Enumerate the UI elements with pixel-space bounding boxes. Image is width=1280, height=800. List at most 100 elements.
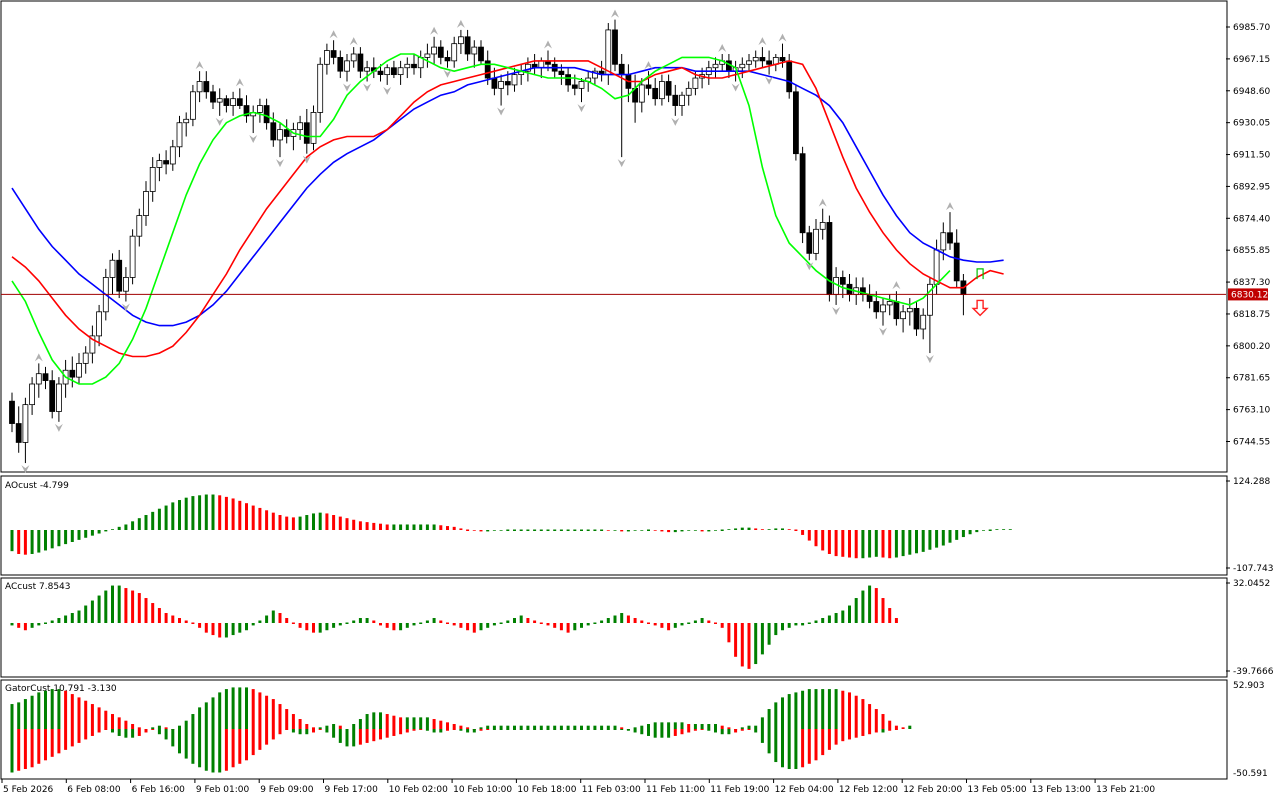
gator-lower-bar bbox=[566, 729, 570, 730]
current-price-tag bbox=[1228, 288, 1268, 301]
gator-upper-bar bbox=[680, 722, 684, 729]
histogram-bar bbox=[774, 528, 778, 530]
time-tick-label: 12 Feb 12:00 bbox=[839, 785, 898, 795]
histogram-bar bbox=[452, 526, 456, 530]
gator-upper-bar bbox=[432, 719, 436, 729]
gator-upper-bar bbox=[23, 699, 27, 729]
histogram-bar bbox=[97, 530, 101, 534]
candle-bear bbox=[913, 307, 920, 330]
price-tick-label: 6892.95 bbox=[1233, 182, 1270, 192]
gator-upper-bar bbox=[693, 724, 697, 729]
histogram-bar bbox=[519, 529, 523, 531]
candle-bull bbox=[123, 277, 129, 292]
gator-lower-bar bbox=[868, 729, 872, 735]
histogram-bar bbox=[285, 516, 289, 530]
gator-upper-bar bbox=[861, 699, 865, 729]
gator-upper-bar bbox=[901, 727, 905, 729]
histogram-bar bbox=[37, 623, 41, 626]
histogram-bar bbox=[385, 623, 389, 628]
fractal-down-marker bbox=[443, 69, 452, 78]
gator-lower-bar bbox=[325, 729, 329, 733]
candle-bull bbox=[189, 91, 196, 120]
histogram-bar bbox=[580, 623, 583, 628]
histogram-bar bbox=[439, 620, 443, 623]
candle-bull bbox=[277, 129, 283, 141]
gator-lower-bar bbox=[660, 729, 664, 738]
ao-panel[interactable]: AOcust -4.799 124.288 -107.743 bbox=[0, 475, 1273, 576]
candle-bear bbox=[873, 301, 880, 313]
histogram-bar bbox=[385, 524, 389, 530]
histogram-bar bbox=[720, 529, 724, 531]
candle-bull bbox=[605, 29, 612, 76]
histogram-bar bbox=[807, 622, 811, 624]
ac-panel[interactable]: ACcust 7.8543 32.0452 -39.7666 bbox=[0, 577, 1274, 678]
gator-lower-bar bbox=[64, 729, 68, 750]
fractal-up-marker bbox=[892, 281, 901, 290]
gator-lower-bar bbox=[332, 729, 336, 738]
candle-bull bbox=[739, 63, 746, 69]
gator-lower-bar bbox=[204, 729, 208, 771]
candle-bull bbox=[22, 404, 29, 443]
gator-upper-bar bbox=[338, 725, 342, 729]
axis-max-label: 52.903 bbox=[1233, 681, 1265, 691]
gator-panel[interactable]: GatorCust 10.791 -3.130 52.903 -50.591 bbox=[0, 679, 1268, 780]
fractal-down-marker bbox=[832, 306, 841, 315]
gator-lower-bar bbox=[44, 729, 47, 761]
candle-bull bbox=[525, 63, 531, 72]
gator-upper-bar bbox=[479, 727, 483, 729]
gator-upper-bar bbox=[64, 690, 68, 729]
axis-min-label: -50.591 bbox=[1233, 769, 1268, 779]
histogram-bar bbox=[827, 530, 831, 554]
histogram-bar bbox=[848, 530, 851, 558]
price-tick-label: 6967.15 bbox=[1233, 55, 1270, 65]
histogram-bar bbox=[600, 620, 604, 623]
candle-bear bbox=[303, 122, 310, 144]
histogram-bar bbox=[787, 529, 791, 530]
histogram-bar bbox=[546, 623, 550, 626]
gator-upper-bar bbox=[305, 724, 309, 729]
histogram-bar bbox=[720, 623, 724, 628]
axis-min-label: -39.7666 bbox=[1233, 667, 1274, 677]
candle-bear bbox=[270, 122, 277, 141]
histogram-bar bbox=[151, 603, 155, 623]
histogram-bar bbox=[955, 530, 959, 540]
axis-min-label: -107.743 bbox=[1233, 564, 1273, 574]
candle-bear bbox=[478, 46, 484, 62]
histogram-bar bbox=[124, 524, 128, 530]
histogram-bar bbox=[405, 623, 409, 628]
histogram-bar bbox=[312, 623, 315, 633]
histogram-bar bbox=[533, 620, 537, 623]
histogram-bar bbox=[64, 615, 68, 623]
histogram-bar bbox=[559, 623, 563, 631]
time-tick-label: 5 Feb 2026 bbox=[3, 785, 54, 795]
gator-lower-bar bbox=[57, 729, 61, 754]
fractal-down-marker bbox=[215, 117, 224, 126]
price-panel[interactable]: 6985.70 6967.15 6948.60 6930.05 6911.50 6892.… bbox=[0, 0, 1270, 474]
gator-lower-bar bbox=[23, 729, 27, 770]
gator-lower-bar bbox=[358, 729, 362, 745]
gator-upper-bar bbox=[620, 727, 624, 729]
candle-bull bbox=[900, 311, 906, 320]
gator-upper-bar bbox=[352, 724, 356, 729]
price-tick-label: 6837.30 bbox=[1233, 278, 1270, 288]
gator-lower-bar bbox=[593, 729, 597, 730]
gator-upper-bar bbox=[486, 725, 490, 729]
histogram-bar bbox=[908, 530, 912, 555]
gator-upper-bar bbox=[801, 690, 805, 729]
histogram-bar bbox=[499, 530, 503, 531]
candle-bull bbox=[927, 283, 933, 316]
candle-bull bbox=[143, 191, 149, 216]
gator-upper-bar bbox=[640, 725, 644, 729]
gator-upper-bar bbox=[238, 687, 242, 729]
gator-lower-bar bbox=[104, 729, 108, 730]
histogram-bar bbox=[10, 623, 14, 626]
histogram-bar bbox=[10, 530, 14, 552]
histogram-bar bbox=[50, 620, 54, 623]
candle-bear bbox=[15, 423, 22, 443]
histogram-bar bbox=[104, 530, 108, 532]
gator-upper-bar bbox=[57, 689, 61, 729]
gator-lower-bar bbox=[399, 729, 403, 735]
gator-upper-bar bbox=[466, 727, 470, 729]
histogram-bar bbox=[566, 623, 570, 633]
moving-average-lines bbox=[11, 53, 1004, 385]
